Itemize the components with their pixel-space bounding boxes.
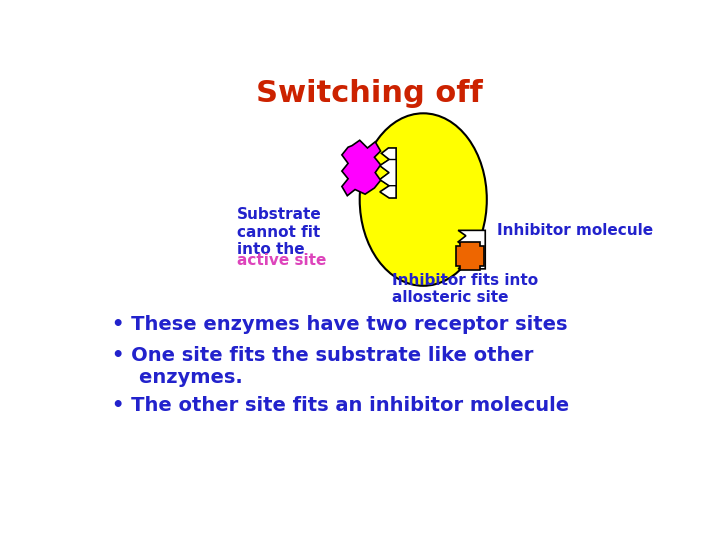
Text: active site: active site xyxy=(238,253,327,268)
Polygon shape xyxy=(342,140,381,195)
Text: • One site fits the substrate like other
    enzymes.: • One site fits the substrate like other… xyxy=(112,346,533,387)
Text: • These enzymes have two receptor sites: • These enzymes have two receptor sites xyxy=(112,315,567,334)
Polygon shape xyxy=(456,242,484,269)
Text: Inhibitor molecule: Inhibitor molecule xyxy=(497,222,653,238)
Polygon shape xyxy=(380,159,396,186)
Text: Switching off: Switching off xyxy=(256,79,482,107)
Text: Inhibitor fits into
allosteric site: Inhibitor fits into allosteric site xyxy=(392,273,539,305)
Polygon shape xyxy=(380,148,396,198)
Polygon shape xyxy=(458,231,485,269)
Text: Substrate
cannot fit
into the: Substrate cannot fit into the xyxy=(238,207,322,257)
Text: • The other site fits an inhibitor molecule: • The other site fits an inhibitor molec… xyxy=(112,396,569,415)
Ellipse shape xyxy=(360,113,487,286)
